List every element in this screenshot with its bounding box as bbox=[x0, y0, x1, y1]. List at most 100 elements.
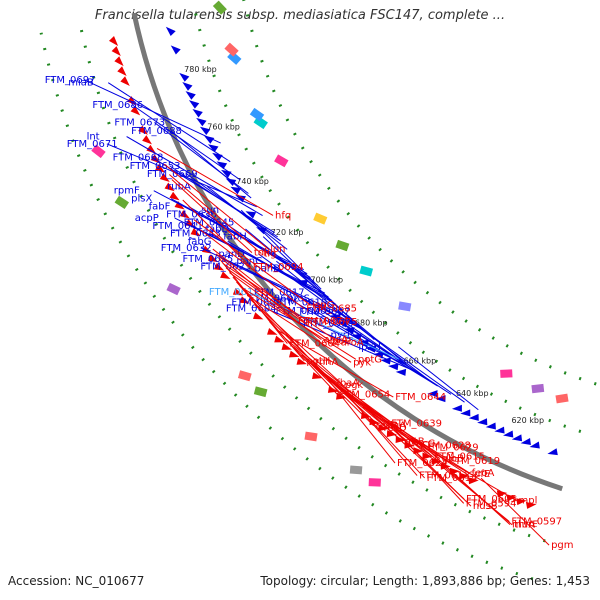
reverse-gene-label: potH bbox=[306, 356, 330, 367]
feature-block bbox=[368, 478, 381, 487]
forward-gene-label: panC bbox=[236, 256, 262, 267]
reverse-gene-leader bbox=[254, 303, 335, 384]
reverse-gene-leader bbox=[215, 253, 297, 322]
guide-ring bbox=[39, 32, 534, 581]
forward-gene-label: FTM_0673 bbox=[114, 117, 165, 128]
feature-block bbox=[500, 369, 513, 378]
forward-gene-leader bbox=[222, 258, 359, 327]
reverse-gene-label: FTM_0614 bbox=[427, 473, 478, 484]
reverse-gene-leader bbox=[480, 477, 550, 546]
forward-gene-label: plsX bbox=[131, 194, 152, 205]
forward-gene-leader bbox=[106, 143, 257, 208]
reverse-gene-leader bbox=[163, 163, 269, 250]
forward-gene-label: rpmF bbox=[114, 186, 140, 197]
reverse-gene-label: FTM_0615 bbox=[434, 451, 485, 462]
feature-block bbox=[224, 42, 239, 57]
reverse-gene-label: recC bbox=[412, 438, 435, 449]
reverse-gene-arrow bbox=[288, 350, 300, 358]
reverse-gene-label: pgk bbox=[345, 380, 364, 391]
feature-block bbox=[166, 282, 181, 296]
forward-gene-label: FTM_0602 bbox=[248, 293, 299, 304]
position-tick-label: 640 kbp bbox=[456, 389, 489, 398]
reverse-gene-label: tig bbox=[263, 248, 276, 259]
reverse-gene-leader bbox=[250, 299, 344, 386]
reverse-gene-arrow bbox=[117, 66, 127, 77]
forward-gene-label: fabD bbox=[205, 224, 229, 235]
forward-gene-label: miaB bbox=[68, 78, 94, 89]
feature-block bbox=[359, 265, 374, 277]
feature-tracks bbox=[91, 0, 569, 509]
reverse-gene-label: ispG bbox=[312, 300, 334, 311]
forward-gene-label: FTM_0668 bbox=[113, 153, 164, 164]
reverse-gene-arrow bbox=[496, 490, 508, 498]
forward-gene-leader bbox=[248, 291, 400, 360]
reverse-gene-arrow bbox=[312, 372, 323, 380]
feature-block bbox=[227, 50, 242, 65]
reverse-gene-label: FTM_0685 bbox=[306, 304, 357, 315]
reverse-gene-leader bbox=[326, 377, 396, 464]
reverse-gene-label: FTM_0675 bbox=[307, 317, 358, 328]
reverse-gene-arrow bbox=[296, 357, 307, 365]
reverse-gene-arrow bbox=[267, 327, 278, 335]
forward-gene-label: FTM_0625 bbox=[183, 254, 234, 265]
forward-gene-label: FTM_0636 bbox=[166, 209, 217, 220]
forward-gene-arrow bbox=[179, 72, 190, 82]
reverse-gene-leader bbox=[171, 179, 253, 254]
position-ticks: 620 kbp 640 kbp 660 kbp 680 kbp 700 kbp 720 k… bbox=[184, 65, 544, 425]
reverse-gene-label: FTM_0628 bbox=[420, 441, 471, 452]
forward-gene-label: pyrE bbox=[331, 330, 354, 341]
reverse-gene-label: FTM_0639 bbox=[391, 418, 442, 429]
position-tick-label: 700 kbp bbox=[311, 275, 344, 284]
forward-gene-label: FTM_0688 bbox=[131, 126, 182, 137]
reverse-gene-arrow bbox=[138, 125, 148, 135]
forward-gene-leader bbox=[84, 79, 221, 144]
forward-gene-arrow bbox=[192, 109, 203, 118]
forward-gene-label: FTM_0653 bbox=[130, 161, 181, 172]
reverse-gene-label: recB bbox=[376, 421, 399, 432]
reverse-gene-leader bbox=[292, 346, 386, 427]
forward-gene-label: FTM_0641 bbox=[152, 221, 203, 232]
forward-gene-arrow bbox=[245, 211, 257, 219]
forward-gene-arrow bbox=[503, 430, 514, 438]
reverse-gene-leader bbox=[218, 258, 288, 344]
forward-gene-label: FTM_0632 bbox=[161, 243, 212, 254]
reverse-gene-label: FTM_0629 bbox=[428, 443, 479, 454]
position-tick-label: 620 kbp bbox=[511, 416, 544, 425]
reverse-gene-label: FTM_0674 bbox=[298, 316, 349, 327]
reverse-gene-label: murF bbox=[512, 520, 538, 531]
feature-block bbox=[531, 383, 545, 394]
forward-gene-leader bbox=[206, 186, 288, 250]
forward-gene-arrow bbox=[529, 441, 540, 449]
forward-gene-label: fabF bbox=[149, 202, 171, 213]
reverse-gene-arrow bbox=[164, 182, 175, 192]
reverse-gene-arrow bbox=[130, 105, 141, 116]
forward-gene-leader bbox=[174, 217, 325, 294]
reverse-gene-label: gltB bbox=[405, 436, 425, 447]
forward-gene-label: FTM_0643 bbox=[170, 229, 221, 240]
reverse-gene-label: hfq bbox=[275, 210, 291, 221]
forward-gene-arrow bbox=[511, 434, 523, 442]
forward-gene-arrow bbox=[182, 82, 193, 91]
forward-gene-arrow bbox=[196, 117, 207, 127]
forward-gene-arrow bbox=[165, 26, 176, 37]
forward-gene-label: FTM_0611 bbox=[209, 287, 260, 298]
forward-gene-label: fabG bbox=[188, 236, 212, 247]
forward-gene-leader bbox=[152, 157, 275, 234]
reverse-gene-arrow bbox=[207, 254, 219, 263]
feature-block bbox=[335, 239, 350, 252]
forward-gene-arrow bbox=[199, 126, 211, 136]
forward-gene-arrow bbox=[494, 426, 505, 434]
forward-gene-leader bbox=[132, 104, 241, 181]
reverse-gene-arrow bbox=[155, 163, 166, 173]
forward-gene-arrow bbox=[485, 422, 496, 430]
reverse-gene-label: sufE bbox=[469, 469, 490, 480]
forward-gene-label: FTM_0599 bbox=[303, 318, 354, 329]
reverse-gene-arrow bbox=[190, 228, 201, 237]
reverse-gene-leader bbox=[301, 354, 382, 429]
position-tick-label: 780 kbp bbox=[184, 65, 217, 74]
reverse-gene-leader bbox=[246, 294, 352, 363]
feature-block bbox=[349, 465, 363, 475]
reverse-gene-leader bbox=[277, 329, 394, 398]
forward-gene-arrow bbox=[460, 409, 471, 417]
reverse-gene-label: FTM_0624 bbox=[397, 458, 448, 469]
